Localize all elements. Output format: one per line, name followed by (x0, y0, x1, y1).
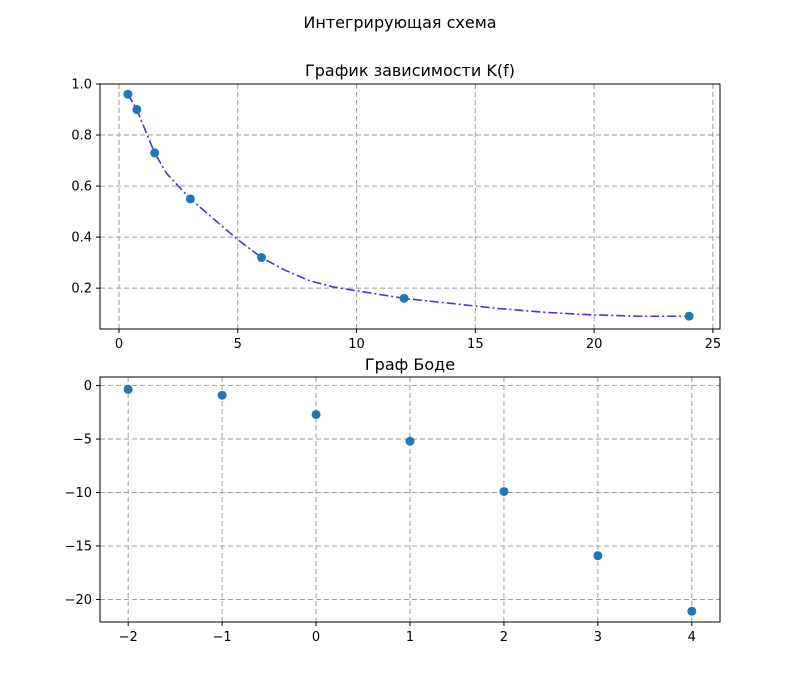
y-tick-label: −20 (65, 593, 92, 608)
y-tick-label: 0.4 (71, 231, 92, 246)
data-point (217, 390, 227, 400)
x-tick-label: 0 (312, 630, 320, 645)
x-tick-label: 25 (705, 337, 722, 352)
x-tick-label: 10 (348, 337, 365, 352)
chart-2-title: Граф Боде (365, 355, 455, 374)
data-point (132, 105, 142, 115)
data-point (123, 384, 133, 394)
x-tick-label: 5 (234, 337, 242, 352)
x-tick-label: −1 (213, 630, 232, 645)
x-tick-label: 4 (688, 630, 696, 645)
plot-frame (99, 83, 721, 330)
data-point (311, 409, 321, 419)
data-point (499, 486, 509, 496)
data-point (399, 293, 409, 303)
x-tick-label: 15 (467, 337, 484, 352)
y-tick-label: 1.0 (71, 78, 92, 93)
chart-1-kf: 0 5 10 15 20 25 0.2 0.4 0.6 0.8 1.0 (71, 78, 721, 353)
data-point (684, 311, 694, 321)
data-point (687, 606, 697, 616)
y-tick-label: −15 (65, 540, 92, 555)
data-point (123, 89, 133, 99)
data-point (150, 148, 160, 158)
x-tick-label: 20 (586, 337, 603, 352)
series-line (127, 93, 690, 318)
x-tick-label: 0 (115, 337, 123, 352)
figure-title: Интегрирующая схема (303, 13, 496, 32)
x-tick-label: 3 (594, 630, 602, 645)
y-tick-label: 0.8 (71, 129, 92, 144)
y-tick-label: 0 (84, 379, 92, 394)
x-tick-label: −2 (119, 630, 138, 645)
data-point (405, 436, 415, 446)
data-point (257, 253, 267, 263)
y-tick-label: 0.6 (71, 180, 92, 195)
data-point (185, 194, 195, 204)
y-tick-label: −5 (73, 433, 92, 448)
chart-1-title: График зависимости K(f) (305, 61, 515, 80)
x-tick-label: 2 (500, 630, 508, 645)
y-tick-label: −10 (65, 486, 92, 501)
data-point (593, 551, 603, 561)
y-tick-label: 0.2 (71, 282, 92, 297)
x-tick-label: 1 (406, 630, 414, 645)
chart-2-bode: −2 −1 0 1 2 3 40−5−10−15−20 (65, 376, 721, 645)
